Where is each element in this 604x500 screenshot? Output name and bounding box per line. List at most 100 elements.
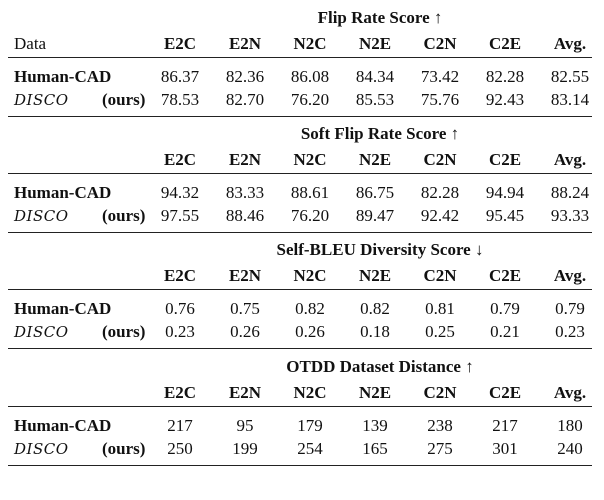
column-header: C2E: [488, 383, 522, 402]
cell-value: 179: [297, 416, 323, 435]
rule: [8, 116, 592, 117]
column-header: N2E: [358, 34, 392, 53]
column-header: N2C: [293, 383, 327, 402]
method-name: DISCO: [14, 91, 69, 109]
method-name: Human-CAD: [14, 299, 112, 318]
cell-value: 78.53: [160, 90, 200, 109]
rule: [8, 232, 592, 233]
column-header: C2N: [423, 34, 457, 53]
cell-value: 0.23: [555, 322, 585, 341]
method-name: Human-CAD: [14, 183, 112, 202]
column-header: E2C: [163, 266, 197, 285]
column-header: C2N: [423, 150, 457, 169]
cell-value: 0.21: [490, 322, 520, 341]
cell-value: 94.32: [160, 183, 200, 202]
method-name: Human-CAD: [14, 67, 112, 86]
column-header: N2C: [293, 150, 327, 169]
column-header: C2N: [423, 266, 457, 285]
cell-value: 75.76: [420, 90, 460, 109]
cell-value: 250: [167, 439, 193, 458]
column-header: C2N: [423, 383, 457, 402]
section-title: Self-BLEU Diversity Score ↓: [276, 240, 484, 259]
method-name: DISCO: [14, 440, 69, 458]
cell-value: 82.28: [485, 67, 525, 86]
rule: [8, 348, 592, 349]
cell-value: 0.81: [425, 299, 455, 318]
method-note: (ours): [102, 206, 146, 225]
cell-value: 95.45: [485, 206, 525, 225]
cell-value: 83.14: [550, 90, 590, 109]
section-title: OTDD Dataset Distance ↑: [286, 357, 474, 376]
cell-value: 86.37: [160, 67, 200, 86]
cell-value: 0.76: [165, 299, 195, 318]
column-header: Avg.: [553, 266, 587, 285]
column-header: E2N: [228, 266, 262, 285]
rule: [8, 465, 592, 466]
cell-value: 82.28: [420, 183, 460, 202]
column-header: E2N: [228, 383, 262, 402]
cell-value: 0.79: [555, 299, 585, 318]
column-header: N2E: [358, 150, 392, 169]
cell-value: 240: [557, 439, 583, 458]
cell-value: 199: [232, 439, 258, 458]
data-header: Data: [14, 34, 47, 53]
cell-value: 180: [557, 416, 583, 435]
column-header: N2E: [358, 383, 392, 402]
rule: [8, 57, 592, 58]
cell-value: 301: [492, 439, 518, 458]
cell-value: 88.61: [290, 183, 330, 202]
column-header: E2C: [163, 383, 197, 402]
method-name: DISCO: [14, 207, 69, 225]
cell-value: 217: [167, 416, 193, 435]
method-note: (ours): [102, 90, 146, 109]
cell-value: 0.18: [360, 322, 390, 341]
cell-value: 82.70: [225, 90, 265, 109]
cell-value: 0.82: [295, 299, 325, 318]
cell-value: 0.82: [360, 299, 390, 318]
column-header: E2N: [228, 150, 262, 169]
method-note: (ours): [102, 439, 146, 458]
cell-value: 83.33: [225, 183, 265, 202]
cell-value: 275: [427, 439, 453, 458]
cell-value: 73.42: [420, 67, 460, 86]
cell-value: 76.20: [290, 90, 330, 109]
column-header: E2N: [228, 34, 262, 53]
cell-value: 0.26: [295, 322, 325, 341]
column-header: Avg.: [553, 34, 587, 53]
cell-value: 84.34: [355, 67, 395, 86]
column-header: Avg.: [553, 383, 587, 402]
cell-value: 217: [492, 416, 518, 435]
cell-value: 139: [362, 416, 388, 435]
column-header: N2E: [358, 266, 392, 285]
column-header: Avg.: [553, 150, 587, 169]
section-title: Soft Flip Rate Score ↑: [300, 124, 460, 143]
cell-value: 82.55: [550, 67, 590, 86]
column-header: N2C: [293, 34, 327, 53]
column-header: E2C: [163, 34, 197, 53]
cell-value: 0.75: [230, 299, 260, 318]
cell-value: 76.20: [290, 206, 330, 225]
column-header: E2C: [163, 150, 197, 169]
cell-value: 86.08: [290, 67, 330, 86]
rule: [8, 289, 592, 290]
cell-value: 0.79: [490, 299, 520, 318]
cell-value: 92.43: [485, 90, 525, 109]
cell-value: 88.24: [550, 183, 590, 202]
column-header: C2E: [488, 150, 522, 169]
cell-value: 88.46: [225, 206, 265, 225]
column-header: C2E: [488, 34, 522, 53]
cell-value: 0.25: [425, 322, 455, 341]
cell-value: 86.75: [355, 183, 395, 202]
cell-value: 93.33: [550, 206, 590, 225]
cell-value: 0.23: [165, 322, 195, 341]
cell-value: 85.53: [355, 90, 395, 109]
cell-value: 94.94: [485, 183, 525, 202]
column-header: N2C: [293, 266, 327, 285]
cell-value: 92.42: [420, 206, 460, 225]
cell-value: 165: [362, 439, 388, 458]
cell-value: 254: [297, 439, 323, 458]
method-note: (ours): [102, 322, 146, 341]
cell-value: 97.55: [160, 206, 200, 225]
rule: [8, 406, 592, 407]
